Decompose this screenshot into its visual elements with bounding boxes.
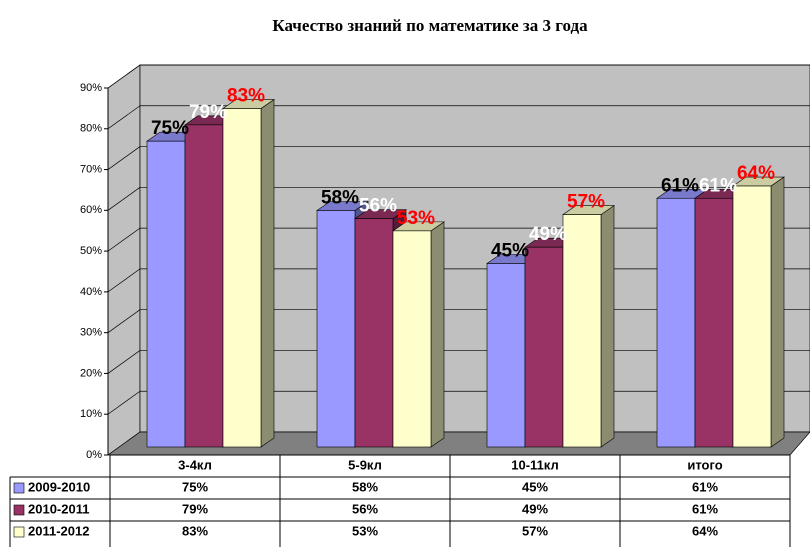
bar-side <box>260 98 275 448</box>
y-tick-label: 90% <box>80 82 102 94</box>
grid-line <box>107 146 141 170</box>
y-tick-label: 40% <box>80 286 102 298</box>
bar-side <box>770 176 785 448</box>
grid-line <box>107 64 141 89</box>
bar-side <box>430 221 445 448</box>
y-tick-label: 10% <box>80 408 102 420</box>
table-cell: 83% <box>182 523 208 538</box>
bar <box>316 210 356 448</box>
data-label: 83% <box>227 86 265 107</box>
bar <box>732 185 772 448</box>
bar <box>694 197 734 448</box>
grid-line <box>107 390 141 415</box>
y-tick-label: 50% <box>80 245 102 257</box>
table-cell: 64% <box>692 523 718 538</box>
bar-side <box>600 204 615 448</box>
data-label: 79% <box>189 102 227 123</box>
y-tick-label: 70% <box>80 163 102 175</box>
y-tick-label: 20% <box>80 367 102 379</box>
x-tick-label: 5-9кл <box>348 457 382 472</box>
y-tick-label: 0% <box>86 449 102 461</box>
bar <box>656 197 696 448</box>
data-label: 56% <box>359 196 397 217</box>
bar <box>184 124 224 448</box>
side-wall <box>107 64 141 456</box>
table-cell: 75% <box>182 479 208 494</box>
table-cell: 61% <box>692 501 718 516</box>
table-cell: 79% <box>182 501 208 516</box>
data-label: 58% <box>321 188 359 209</box>
grid-line <box>107 268 141 293</box>
data-label: 49% <box>529 224 567 245</box>
grid-line <box>107 309 141 333</box>
grid-line <box>107 227 141 252</box>
data-label: 61% <box>661 175 699 196</box>
data-label: 53% <box>397 208 435 229</box>
legend-label: 2010-2011 <box>28 501 89 516</box>
table-cell: 49% <box>522 501 548 516</box>
grid-line <box>107 350 141 374</box>
data-label: 64% <box>737 163 775 184</box>
table-cell: 58% <box>352 479 378 494</box>
y-tick-label: 30% <box>80 327 102 339</box>
data-label: 61% <box>699 175 737 196</box>
legend-label: 2011-2012 <box>28 523 89 538</box>
chart-title: Качество знаний по математике за 3 года <box>272 16 588 35</box>
bar <box>222 108 262 448</box>
data-label: 57% <box>567 192 605 213</box>
legend-swatch <box>13 482 25 494</box>
data-label: 75% <box>151 118 189 139</box>
bar <box>392 230 432 448</box>
legend-swatch <box>13 504 25 516</box>
bar <box>486 263 526 448</box>
table-cell: 61% <box>692 479 718 494</box>
data-label: 45% <box>491 241 529 262</box>
table-cell: 56% <box>352 501 378 516</box>
bar <box>354 218 394 448</box>
y-tick-label: 80% <box>80 123 102 135</box>
legend-swatch <box>13 526 25 538</box>
x-tick-label: итого <box>687 457 722 472</box>
y-tick-label: 60% <box>80 204 102 216</box>
x-tick-label: 10-11кл <box>511 457 558 472</box>
bar <box>562 214 602 448</box>
table-cell: 45% <box>522 479 548 494</box>
table-cell: 57% <box>522 523 548 538</box>
bar <box>524 246 564 448</box>
bar <box>146 140 186 448</box>
table-cell: 53% <box>352 523 378 538</box>
grid-line <box>107 105 141 130</box>
grid-line <box>107 187 141 211</box>
x-tick-label: 3-4кл <box>178 457 212 472</box>
legend-label: 2009-2010 <box>28 479 90 494</box>
